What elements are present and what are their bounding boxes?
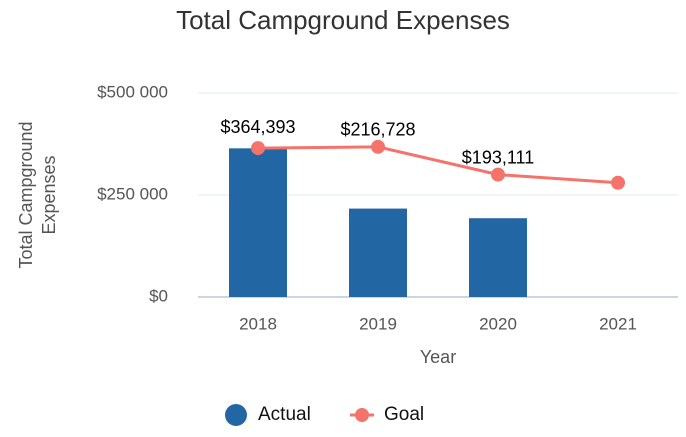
legend-label: Goal [384, 404, 424, 425]
x-tick-label: 2019 [359, 314, 397, 333]
bar [349, 208, 407, 297]
goal-point [611, 175, 625, 190]
value-label: $216,728 [340, 120, 415, 140]
bar [469, 218, 527, 297]
goal-point [371, 139, 385, 154]
x-axis-title: Year [420, 347, 456, 367]
y-tick-label: $500 000 [97, 82, 168, 101]
legend-marker [355, 408, 369, 422]
value-label: $193,111 [462, 147, 534, 167]
value-label: $364,393 [220, 117, 295, 137]
x-tick-label: 2021 [599, 314, 637, 333]
x-tick-label: 2018 [239, 314, 277, 333]
y-axis-title: Total Campground Expenses [16, 121, 59, 268]
goal-point [251, 141, 265, 156]
y-axis-title-line: Expenses [39, 155, 59, 234]
bar [229, 148, 287, 297]
x-tick-label: 2020 [479, 314, 517, 333]
y-axis-title-line: Total Campground [16, 121, 36, 268]
goal-line [257, 145, 619, 185]
chart-title: Total Campground Expenses [176, 5, 510, 35]
y-tick-label: $0 [149, 286, 168, 305]
goal-point [491, 167, 505, 182]
y-tick-label: $250 000 [97, 184, 168, 203]
legend-marker [225, 404, 247, 426]
legend-label: Actual [258, 404, 311, 425]
